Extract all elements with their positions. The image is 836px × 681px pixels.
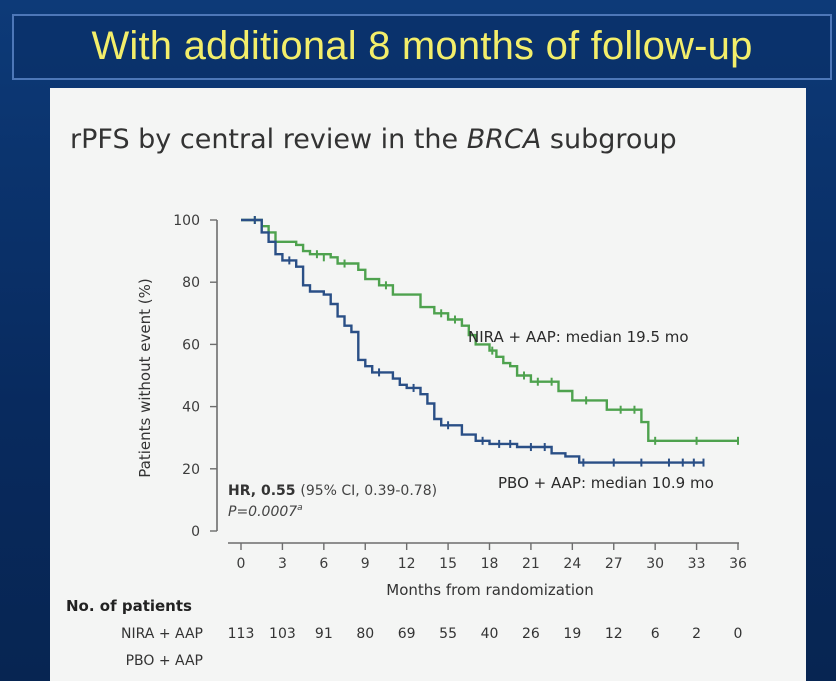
x-tick-label: 9 [361,556,370,572]
x-tick-label: 15 [439,556,457,572]
p-value-text: P=0.0007a [228,503,303,520]
x-tick-label: 33 [688,556,706,572]
km-curve-nira-aap [241,218,738,442]
y-tick-label: 20 [182,462,200,478]
x-tick-label: 3 [278,556,287,572]
hazard-ratio-text: HR, 0.55 (95% CI, 0.39-0.78) [228,483,437,499]
x-tick-label: 36 [729,556,747,572]
risk-cell: 113 [228,626,255,642]
chart-title: rPFS by central review in the BRCA subgr… [70,124,677,155]
x-tick-label: 21 [522,556,540,572]
risk-cell: 6 [651,626,660,642]
chart-panel [50,88,806,681]
y-tick-label: 40 [182,400,200,416]
x-tick-label: 24 [563,556,581,572]
x-tick-label: 18 [481,556,499,572]
chart-title-part-2: BRCA [466,124,542,155]
y-axis-title: Patients without event (%) [136,278,154,477]
x-tick-label: 27 [605,556,623,572]
risk-cell: 19 [563,626,581,642]
x-tick-label: 0 [237,556,246,572]
risk-table-header: No. of patients [66,597,192,615]
risk-cell: 80 [356,626,374,642]
chart-title-part-1: rPFS by central review in the [70,124,467,155]
risk-cell: 12 [605,626,623,642]
y-tick-label: 80 [182,275,200,291]
risk-cell: 26 [522,626,540,642]
risk-cell: 55 [439,626,457,642]
y-tick-label: 0 [191,524,200,540]
x-tick-label: 6 [319,556,328,572]
risk-cell: 69 [398,626,416,642]
risk-row-label: NIRA + AAP [121,626,203,642]
slide-title-box: With additional 8 months of follow-up [12,14,832,80]
x-tick-label: 30 [646,556,664,572]
risk-cell: 40 [481,626,499,642]
km-curve-pbo-aap [241,218,704,464]
risk-cell: 0 [734,626,743,642]
slide-title: With additional 8 months of follow-up [91,24,753,68]
pbo-median-label: PBO + AAP: median 10.9 mo [498,474,714,492]
risk-cell: 103 [269,626,296,642]
x-axis-title: Months from randomization [386,581,593,599]
chart-title-part-3: subgroup [541,124,677,155]
risk-cell: 2 [692,626,701,642]
risk-row-label: PBO + AAP [126,653,203,669]
y-tick-label: 60 [182,337,200,353]
nira-median-label: NIRA + AAP: median 19.5 mo [468,328,689,346]
y-tick-label: 100 [173,213,200,229]
x-tick-label: 12 [398,556,416,572]
risk-cell: 91 [315,626,333,642]
